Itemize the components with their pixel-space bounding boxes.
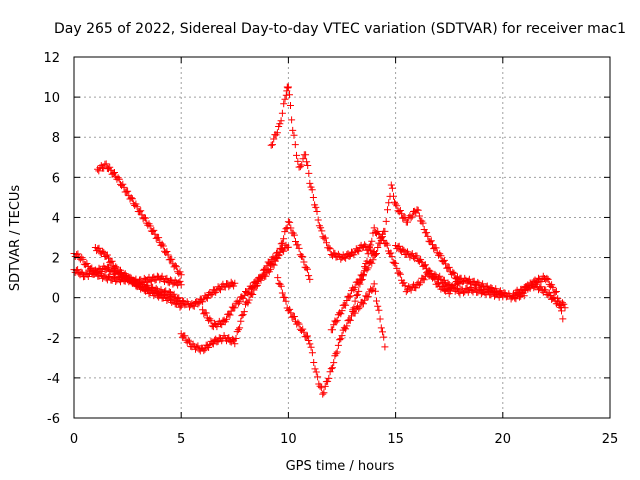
- plus-markers: [267, 83, 378, 263]
- axis-ticks: 0 5 10 15 20 25 -6 -4 -2 0 2 4 6 8 10 12: [43, 51, 618, 447]
- series-track-g: [267, 83, 378, 263]
- y-tick-label: 8: [52, 131, 60, 146]
- y-tick-label: 0: [52, 292, 60, 307]
- x-tick-label: 10: [280, 432, 297, 447]
- series-track-m: [520, 280, 569, 312]
- x-tick-label: 15: [387, 432, 404, 447]
- series-track-k: [392, 242, 528, 303]
- series-track-h: [274, 274, 389, 398]
- y-tick-label: 2: [52, 252, 60, 267]
- y-tick-label: 12: [43, 51, 60, 66]
- plus-markers: [520, 280, 569, 312]
- series-track-c: [91, 244, 185, 311]
- y-tick-label: 4: [52, 211, 60, 226]
- x-axis-label: GPS time / hours: [286, 459, 395, 474]
- series-track-f: [199, 218, 314, 331]
- x-tick-label: 5: [177, 432, 185, 447]
- plus-markers: [94, 160, 185, 279]
- y-tick-label: -4: [47, 372, 60, 387]
- y-tick-label: 6: [52, 171, 60, 186]
- y-tick-label: -6: [47, 412, 60, 427]
- x-tick-label: 0: [70, 432, 78, 447]
- x-tick-label: 25: [602, 432, 619, 447]
- plus-markers: [274, 274, 389, 398]
- series-track-b: [70, 262, 239, 311]
- y-tick-label: -2: [47, 332, 60, 347]
- x-tick-label: 20: [495, 432, 512, 447]
- plus-markers: [70, 262, 239, 311]
- series-track-e: [177, 241, 292, 355]
- y-axis-label: SDTVAR / TECUs: [8, 185, 23, 292]
- plus-markers: [392, 242, 528, 303]
- plus-markers: [177, 241, 292, 355]
- plot-frame: [73, 56, 611, 419]
- chart-title: Day 265 of 2022, Sidereal Day-to-day VTE…: [54, 21, 626, 37]
- plus-markers: [199, 218, 314, 331]
- plus-markers: [91, 244, 185, 311]
- data-marks: [70, 83, 569, 398]
- series-track-d: [94, 160, 185, 279]
- y-tick-label: 10: [43, 91, 60, 106]
